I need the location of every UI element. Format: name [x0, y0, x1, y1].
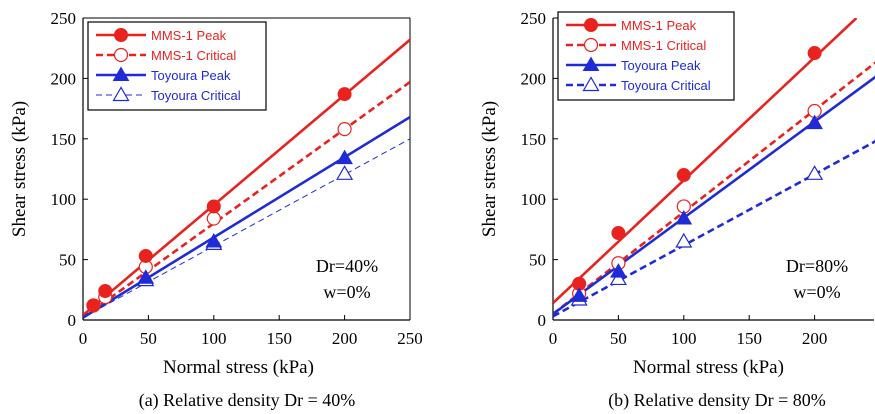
water-content-annotation: w=0%: [323, 282, 370, 302]
x-axis-title: Normal stress (kPa): [163, 357, 314, 378]
legend: MMS-1 Peak MMS-1 Critical Toyoura Peak Toyo…: [557, 11, 735, 101]
legend-marker: [584, 18, 598, 32]
legend-label: MMS-1 Peak: [621, 18, 697, 33]
fit-line-mms-1-critical: [553, 61, 875, 315]
data-point-toyoura-peak: [806, 114, 823, 130]
y-axis-title: Shear stress (kPa): [9, 101, 30, 237]
data-point-mms-1-peak: [206, 199, 221, 214]
density-annotation: Dr=80%: [786, 256, 848, 276]
fit-lines: [553, 18, 875, 318]
data-points: [570, 46, 824, 306]
legend-label: MMS-1 Peak: [151, 28, 227, 43]
legend-marker: [112, 66, 130, 81]
y-tick-label: 100: [51, 190, 77, 209]
y-tick-label: 100: [521, 190, 547, 209]
fit-line-mms-1-peak: [83, 38, 410, 317]
chart-panel-a: 0 50 100 150 200 250 0 50 100 150 200 250 Normal str…: [9, 9, 423, 411]
legend-label: Toyoura Peak: [151, 68, 231, 83]
y-tick-label: 0: [68, 311, 77, 330]
legend-marker: [112, 86, 130, 102]
legend-label: Toyoura Peak: [621, 58, 701, 73]
water-content-annotation: w=0%: [793, 282, 840, 302]
y-axis-title: Shear stress (kPa): [479, 101, 500, 237]
panel-caption: (a) Relative density Dr = 40%: [139, 390, 356, 411]
y-tick-label: 150: [521, 130, 547, 149]
data-point-mms-1-peak: [676, 168, 691, 183]
legend-marker: [582, 56, 600, 71]
y-tick-label: 250: [521, 9, 547, 28]
data-point-toyoura-critical: [336, 165, 354, 180]
fit-line-toyoura-peak: [553, 75, 875, 316]
data-point-mms-1-peak: [337, 87, 352, 102]
data-point-toyoura-peak: [137, 269, 155, 284]
data-point-mms-1-peak: [138, 248, 153, 263]
legend-label: Toyoura Critical: [621, 78, 711, 93]
x-tick-label: 150: [736, 329, 762, 348]
legend-marker: [582, 76, 600, 92]
legend: MMS-1 Peak MMS-1 Critical Toyoura Peak Toyo…: [87, 21, 267, 111]
x-tick-label: 150: [266, 329, 292, 348]
x-tick-label: 0: [79, 329, 88, 348]
x-tick-label: 50: [610, 329, 627, 348]
fit-line-mms-1-peak: [553, 18, 858, 305]
fit-line-toyoura-peak: [83, 115, 410, 319]
legend-label: Toyoura Critical: [151, 88, 241, 103]
legend-marker: [113, 47, 129, 63]
legend-marker: [114, 28, 128, 42]
data-point-toyoura-critical: [806, 165, 824, 180]
x-tick-label: 100: [671, 329, 697, 348]
data-points: [86, 87, 354, 313]
fit-line-toyoura-critical: [83, 138, 410, 319]
data-point-toyoura-peak: [675, 210, 693, 225]
data-point-toyoura-peak: [570, 287, 588, 302]
panel-caption: (b) Relative density Dr = 80%: [608, 390, 826, 411]
y-tick-label: 200: [521, 69, 547, 88]
data-point-mms-1-peak: [807, 46, 822, 61]
data-point-mms-1-critical: [337, 122, 352, 137]
fit-line-mms-1-critical: [83, 80, 410, 319]
x-tick-label: 100: [201, 329, 227, 348]
x-tick-label: 200: [802, 329, 828, 348]
fit-line-toyoura-critical: [553, 140, 875, 318]
y-tick-label: 50: [529, 251, 546, 270]
legend-label: MMS-1 Critical: [151, 48, 236, 63]
legend-label: MMS-1 Critical: [621, 38, 706, 53]
data-point-toyoura-peak: [610, 263, 627, 278]
y-tick-label: 200: [51, 69, 77, 88]
x-tick-label: 0: [549, 329, 558, 348]
data-point-toyoura-peak: [336, 149, 353, 165]
data-point-mms-1-peak: [98, 284, 113, 299]
data-point-mms-1-critical: [206, 211, 221, 226]
y-tick-label: 0: [538, 311, 547, 330]
data-point-toyoura-peak: [205, 232, 223, 248]
legend-marker: [583, 37, 599, 53]
chart-panel-b: 0 50 100 150 200 0 50 100 150 200 250 Normal stress…: [479, 9, 875, 411]
y-tick-label: 150: [51, 130, 77, 149]
x-tick-label: 250: [397, 329, 423, 348]
data-point-toyoura-critical: [675, 232, 693, 248]
y-tick-label: 250: [51, 9, 77, 28]
x-tick-label: 50: [140, 329, 157, 348]
x-tick-label: 200: [332, 329, 358, 348]
data-point-toyoura-critical: [609, 270, 627, 286]
data-point-mms-1-peak: [86, 298, 101, 313]
data-point-mms-1-peak: [611, 226, 626, 241]
density-annotation: Dr=40%: [316, 256, 378, 276]
fit-lines: [83, 38, 410, 319]
y-tick-label: 50: [59, 251, 76, 270]
x-axis-title: Normal stress (kPa): [633, 357, 784, 378]
